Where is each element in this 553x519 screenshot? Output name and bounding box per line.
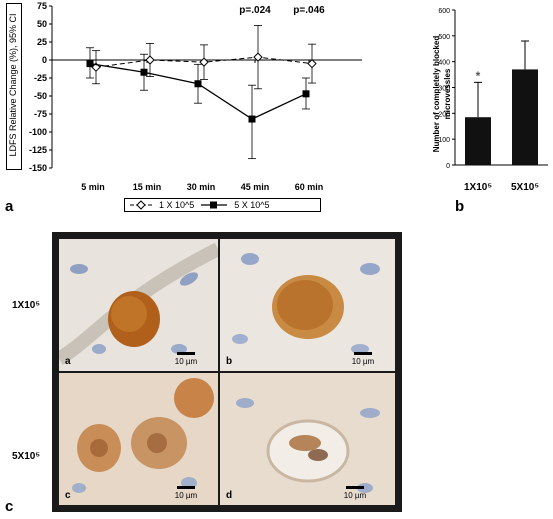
scale-bar-c-label: 10 µm [174,491,198,500]
y-axis-title-box [6,3,22,170]
panel-letter-c: c [5,498,14,515]
data-point-diamond [199,57,209,67]
y-tick-label: 25 [37,37,47,47]
data-point-square [248,115,256,123]
row-label-5x10-5: 5X10⁵ [12,451,41,462]
micrograph-c: c 10 µm [59,373,218,505]
bar-x-tick-label: 5X10⁵ [511,182,539,193]
y-tick-label: -100 [29,127,47,137]
x-tick-label: 45 min [241,182,270,192]
bar-y-tick-label: 100 [438,137,450,144]
legend-marker-series-1 [130,200,152,210]
scale-bar-d-label: 10 µm [343,491,367,500]
data-point-diamond [145,55,155,65]
legend: 1 X 10^5 5 X 10^5 [124,198,321,212]
scale-bar-d: 10 µm [335,486,375,500]
x-tick-label: 5 min [81,182,105,192]
scale-bar-b: 10 µm [343,352,383,366]
bar-x-tick-label: 1X10⁵ [464,182,492,193]
data-point-square [194,80,202,88]
bar-y-tick-label: 500 [438,34,450,41]
bar-y-tick-label: 300 [438,86,450,93]
y-tick-label: -50 [34,91,47,101]
row-label-1x10-5: 1X10⁵ [12,300,41,311]
panel-letter-b: b [455,198,465,215]
y-tick-label: 0 [42,55,47,65]
micrograph-b-image [220,239,395,371]
data-point-diamond [307,58,317,69]
micrograph-a-image [59,239,218,371]
p-value-annotation: p=.046 [293,5,325,16]
data-point-square [302,90,310,98]
micrograph-d-image [220,373,395,505]
y-tick-label: -150 [29,163,47,173]
bar-y-tick-label: 0 [446,163,450,170]
micrograph-a-letter: a [65,356,71,367]
micrograph-c-image [59,373,218,505]
x-tick-label: 30 min [187,182,216,192]
micrograph-c-letter: c [65,490,71,501]
micrograph-d-letter: d [226,490,233,501]
line-chart: 75 50 25 0 -25 -50 -75 -100 -125 -150 p=.024 p=.04… [29,1,362,192]
scale-bar-b-label: 10 µm [351,357,375,366]
bar-y-tick-label: 200 [438,111,450,118]
y-tick-label: -25 [34,73,47,83]
micrograph-d: d 10 µm [220,373,395,505]
y-tick-label: -75 [34,109,47,119]
scale-bar-a: 10 µm [166,352,206,366]
x-tick-label: 15 min [133,182,162,192]
scale-bar-a-label: 10 µm [174,357,198,366]
legend-label-series-1: 1 X 10^5 [159,200,195,210]
significance-marker: * [476,69,481,83]
x-tick-label: 60 min [295,182,324,192]
bar-y-tick-label: 600 [438,8,450,15]
micrograph-grid: a 10 µm b 10 µm c 10 µm [52,232,402,512]
bar-chart: 0 100 200 300 400 500 600 * 1X10⁵ 5X10⁵ [438,8,548,193]
p-value-annotation: p=.024 [239,5,271,16]
scale-bar-c: 10 µm [166,486,206,500]
data-point-square [140,68,148,76]
data-point-square [86,60,94,68]
micrograph-b-letter: b [226,356,233,367]
bar [512,69,538,165]
y-tick-label: 75 [37,1,47,11]
y-tick-label: 50 [37,19,47,29]
bar [465,117,491,165]
bar-y-axis-title: Number of completely blocked microvessle… [432,35,452,153]
legend-label-series-2: 5 X 10^5 [234,200,270,210]
data-point-diamond [253,52,263,62]
bar-y-tick-label: 400 [438,60,450,67]
panel-letter-a: a [5,198,14,215]
y-tick-label: -125 [29,145,47,155]
micrograph-b: b 10 µm [220,239,395,371]
legend-marker-series-2 [201,201,228,209]
y-axis-title: LDFS Relative Change (%), 95% CI [8,13,18,157]
micrograph-a: a 10 µm [59,239,218,371]
